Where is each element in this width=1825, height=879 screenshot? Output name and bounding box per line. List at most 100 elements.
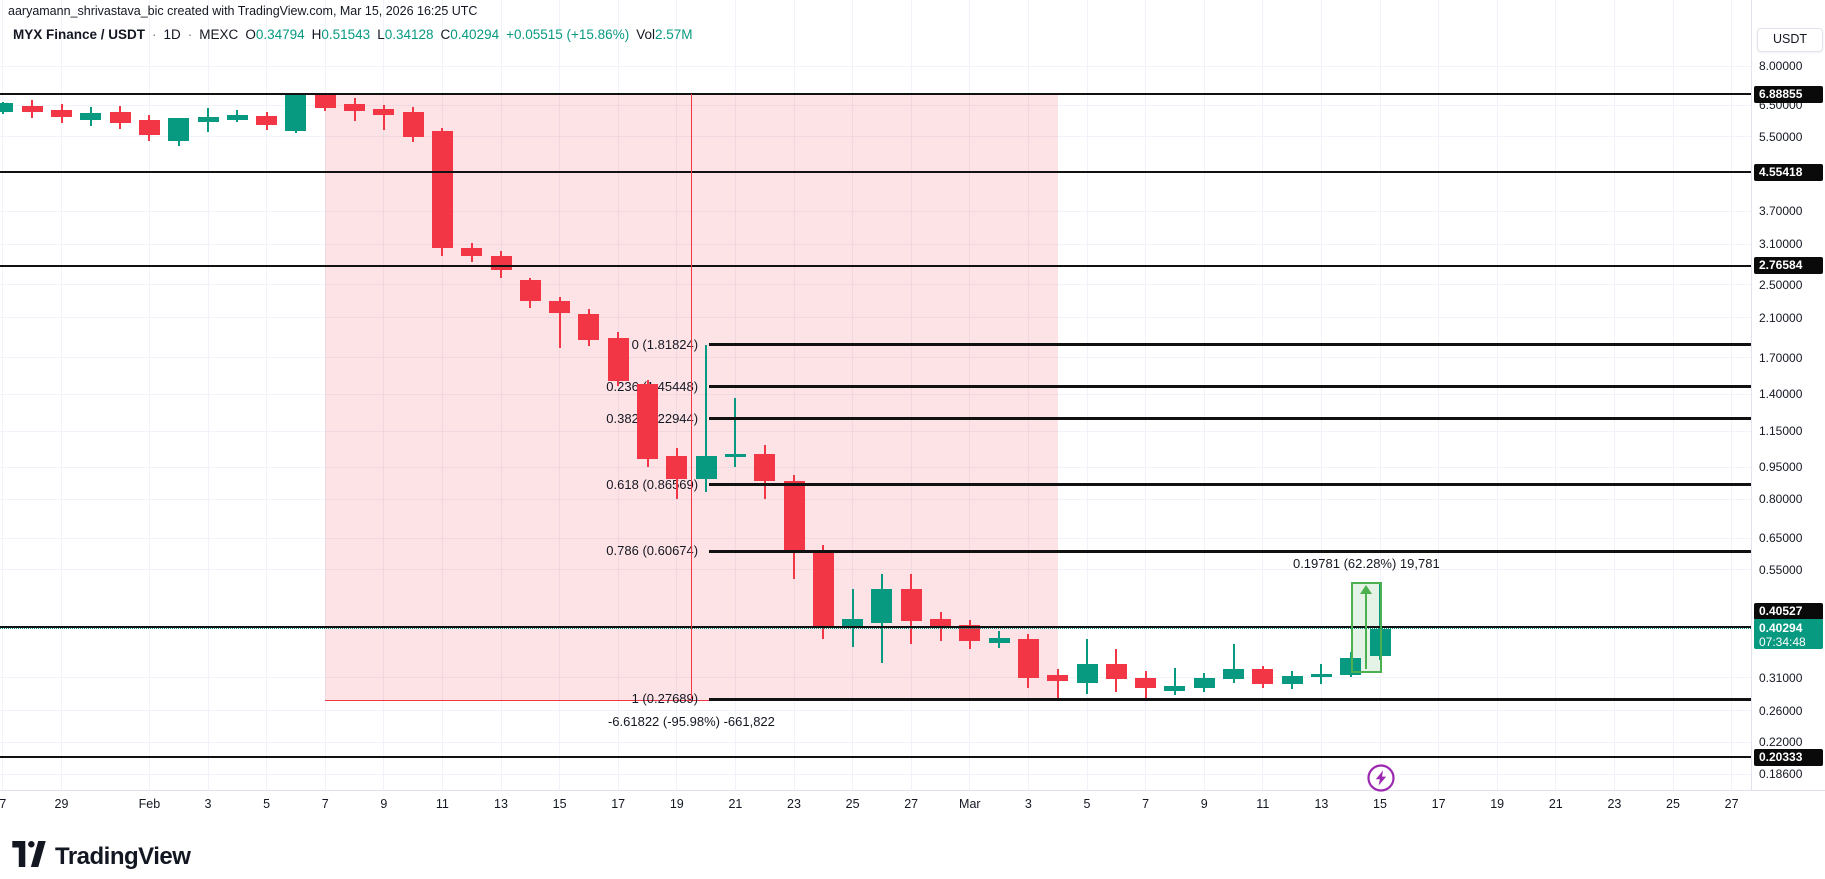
- candle-wick: [734, 398, 737, 468]
- fib-level-line: [709, 417, 1751, 421]
- ohlc-low: L0.34128: [377, 27, 434, 42]
- tradingview-logo-mark: [12, 841, 46, 872]
- candle: [80, 113, 102, 121]
- candle: [1223, 668, 1244, 680]
- candle: [314, 94, 336, 108]
- grid-line-h: [0, 136, 1751, 138]
- candle: [1252, 668, 1274, 685]
- date-label: 15: [1373, 797, 1387, 811]
- grid-line-v: [1379, 0, 1381, 790]
- price-chip: 0.20333: [1754, 748, 1823, 766]
- price-tick-label: 0.80000: [1759, 492, 1803, 507]
- tradingview-logo[interactable]: TradingView: [12, 841, 191, 872]
- grid-line-v: [1438, 0, 1440, 790]
- tradingview-logo-text: TradingView: [55, 842, 191, 870]
- date-label: 3: [204, 797, 212, 811]
- grid-line-h: [0, 210, 1751, 212]
- fib-level-label: 0.786 (0.60674): [606, 543, 699, 559]
- price-level-line: [0, 756, 1751, 759]
- candle-wick: [382, 105, 385, 131]
- candle: [373, 108, 395, 115]
- candle: [695, 455, 717, 480]
- grid-line-v: [441, 0, 443, 790]
- grid-line-v: [1555, 0, 1557, 790]
- grid-line-v: [1145, 0, 1147, 790]
- candle: [871, 588, 893, 624]
- fib-level-line: [709, 343, 1751, 347]
- candle: [226, 115, 248, 121]
- candle: [988, 638, 1010, 644]
- candle-wick: [1320, 663, 1323, 685]
- grid-line-v: [207, 0, 209, 790]
- candle: [285, 94, 307, 132]
- grid-line-v: [852, 0, 854, 790]
- date-label: Feb: [138, 797, 161, 811]
- date-label: 11: [1256, 797, 1270, 811]
- candle: [1310, 674, 1332, 677]
- price-level-line: [0, 171, 1751, 174]
- candle-wick: [1056, 668, 1059, 700]
- grid-line-v: [1320, 0, 1322, 790]
- candle: [549, 301, 571, 314]
- price-tick-label: 3.10000: [1759, 237, 1803, 252]
- symbol-name[interactable]: MYX Finance / USDT: [13, 27, 146, 42]
- time-axis[interactable]: 7 29 Feb 3 5 7 9 11 13 15 17 19 21 23 25 27 Mar 3 5 7 9 11 13 1…: [0, 790, 1825, 879]
- exchange-label[interactable]: MEXC: [199, 27, 239, 42]
- currency-toggle-button[interactable]: USDT: [1757, 28, 1823, 52]
- date-label: 19: [669, 797, 684, 811]
- candle: [0, 103, 14, 112]
- date-label: 13: [1314, 797, 1329, 811]
- fib-level-label: 0 (1.81824): [631, 336, 699, 352]
- symbol-header: MYX Finance / USDT · 1D · MEXC O0.34794 …: [13, 27, 693, 42]
- price-level-line: [0, 626, 1751, 629]
- price-tick-label: 3.70000: [1759, 204, 1803, 219]
- date-label: 21: [1548, 797, 1563, 811]
- candle-wick: [1232, 644, 1235, 683]
- candle: [754, 453, 776, 482]
- date-label: 25: [845, 797, 860, 811]
- grid-line-h: [0, 466, 1751, 468]
- price-tick-label: 0.31000: [1759, 670, 1803, 685]
- candle: [402, 111, 424, 137]
- grid-line-v: [559, 0, 561, 790]
- grid-line-v: [910, 0, 912, 790]
- candle: [168, 118, 190, 141]
- date-label: 9: [380, 797, 388, 811]
- grid-line-v: [676, 0, 678, 790]
- separator-dot: ·: [187, 27, 193, 42]
- volume: Vol2.57M: [636, 27, 693, 42]
- lightning-icon[interactable]: [1366, 763, 1396, 793]
- candle: [109, 111, 131, 124]
- date-label: 27: [1724, 797, 1739, 811]
- candle: [1105, 663, 1127, 680]
- fib-level-line: [709, 549, 1751, 553]
- interval-label[interactable]: 1D: [163, 27, 181, 42]
- candle: [1281, 676, 1303, 685]
- candle: [607, 337, 629, 382]
- date-label: 15: [552, 797, 567, 811]
- candle-wick: [1173, 668, 1176, 696]
- candle: [256, 116, 278, 126]
- price-axis[interactable]: USDT 8.00000 6.50000 5.50000 3.70000 3.10000…: [1751, 0, 1825, 790]
- grid-line-v: [969, 0, 971, 790]
- down-range-label: -6.61822 (-95.98%) -661,822: [607, 714, 775, 730]
- grid-line-v: [793, 0, 795, 790]
- price-chip: 2.76584: [1754, 257, 1823, 275]
- date-label: 5: [263, 797, 271, 811]
- up-arrow-line: [1365, 591, 1368, 670]
- grid-line-v: [734, 0, 736, 790]
- ohlc-open: O0.34794: [245, 27, 305, 42]
- down-range-center-line: [690, 94, 692, 700]
- date-label: 17: [1431, 797, 1446, 811]
- candle: [431, 131, 453, 249]
- separator-dot: ·: [152, 27, 157, 42]
- change-value: +0.05515 (+15.86%): [506, 27, 630, 42]
- chart-pane[interactable]: 0 (1.81824) 0.236 (1.45448) 0.382 (1.22944…: [0, 0, 1751, 790]
- candle: [666, 455, 688, 480]
- grid-line-h: [0, 569, 1751, 571]
- candle: [812, 550, 834, 629]
- price-tick-label: 0.26000: [1759, 703, 1803, 718]
- fib-level-line: [709, 697, 1751, 701]
- grid-line-v: [148, 0, 150, 790]
